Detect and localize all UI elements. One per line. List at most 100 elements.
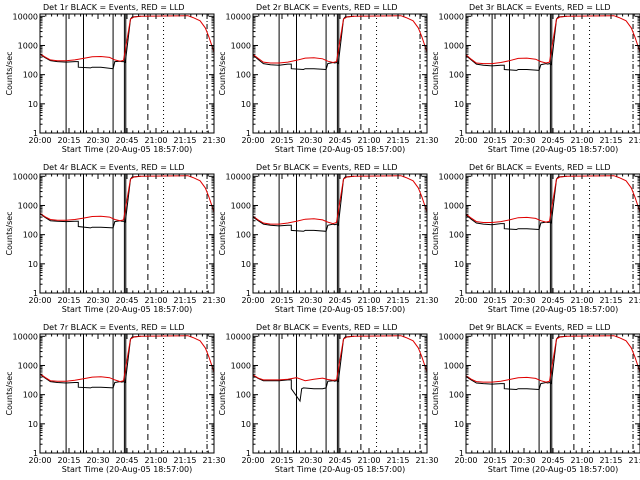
x-tick-label: 20:00 bbox=[28, 136, 51, 145]
event-markers bbox=[278, 14, 421, 133]
y-tick-label: 10000 bbox=[226, 172, 251, 181]
y-tick-label: 1 bbox=[246, 289, 251, 298]
y-tick-label: 1 bbox=[246, 129, 251, 138]
lld-series-line bbox=[466, 15, 640, 65]
y-axis-label: Counts/sec bbox=[431, 371, 440, 415]
x-tick-label: 20:15 bbox=[57, 136, 80, 145]
x-tick-label: 21:30 bbox=[415, 296, 438, 305]
y-tick-label: 1000 bbox=[18, 41, 38, 50]
y-axis-label: Counts/sec bbox=[5, 211, 14, 255]
x-axis-label: Start Time (20-Aug-05 18:57:00) bbox=[275, 145, 406, 154]
event-markers bbox=[491, 174, 634, 293]
x-tick-label: 21:30 bbox=[628, 136, 640, 145]
lld-series-line bbox=[253, 175, 427, 225]
y-axis-label: Counts/sec bbox=[218, 371, 227, 415]
y-tick-label: 10 bbox=[454, 100, 464, 109]
x-tick-label: 21:30 bbox=[628, 296, 640, 305]
x-tick-label: 20:45 bbox=[541, 296, 564, 305]
y-tick-label: 10000 bbox=[13, 332, 38, 341]
x-tick-label: 21:15 bbox=[173, 136, 196, 145]
x-axis-label: Start Time (20-Aug-05 18:57:00) bbox=[62, 305, 193, 314]
x-tick-label: 21:30 bbox=[415, 136, 438, 145]
x-tick-label: 21:15 bbox=[386, 456, 409, 465]
y-tick-label: 10 bbox=[28, 260, 38, 269]
chart-panel: Det 2r BLACK = Events, RED = LLD 1 10 100 10… bbox=[218, 3, 439, 154]
y-tick-label: 100 bbox=[449, 231, 464, 240]
x-tick-label: 20:00 bbox=[454, 136, 477, 145]
events-series-line bbox=[40, 175, 141, 229]
x-axis-label: Start Time (20-Aug-05 18:57:00) bbox=[488, 465, 619, 474]
x-tick-label: 21:15 bbox=[599, 456, 622, 465]
x-tick-label: 20:00 bbox=[454, 456, 477, 465]
events-series-line bbox=[253, 335, 354, 403]
x-tick-label: 21:30 bbox=[202, 136, 225, 145]
y-tick-label: 10 bbox=[241, 420, 251, 429]
chart-title: Det 1r BLACK = Events, RED = LLD bbox=[43, 3, 185, 12]
lld-series-line bbox=[40, 15, 214, 62]
chart-panel: Det 8r BLACK = Events, RED = LLD 1 10 100 10… bbox=[218, 323, 439, 474]
lld-series-line bbox=[466, 175, 640, 223]
y-tick-label: 10000 bbox=[226, 12, 251, 21]
x-tick-label: 20:30 bbox=[512, 296, 535, 305]
y-tick-label: 10 bbox=[28, 420, 38, 429]
y-tick-label: 10 bbox=[454, 260, 464, 269]
event-markers bbox=[278, 334, 421, 453]
event-markers bbox=[278, 174, 421, 293]
y-tick-label: 10000 bbox=[439, 332, 464, 341]
x-tick-label: 21:00 bbox=[144, 296, 167, 305]
chart-title: Det 6r BLACK = Events, RED = LLD bbox=[469, 163, 611, 172]
x-tick-label: 21:30 bbox=[202, 296, 225, 305]
x-tick-label: 21:00 bbox=[357, 456, 380, 465]
chart-panel: Det 9r BLACK = Events, RED = LLD 1 10 100 10… bbox=[431, 323, 640, 474]
y-tick-label: 10 bbox=[28, 100, 38, 109]
event-markers bbox=[491, 14, 634, 133]
y-tick-label: 10000 bbox=[13, 12, 38, 21]
x-tick-label: 20:15 bbox=[270, 136, 293, 145]
y-axis-label: Counts/sec bbox=[218, 211, 227, 255]
chart-panel: Det 4r BLACK = Events, RED = LLD 1 10 100 10… bbox=[5, 163, 226, 314]
chart-panel: Det 7r BLACK = Events, RED = LLD 1 10 100 10… bbox=[5, 323, 226, 474]
x-tick-label: 21:00 bbox=[144, 456, 167, 465]
x-axis-label: Start Time (20-Aug-05 18:57:00) bbox=[275, 305, 406, 314]
x-tick-label: 21:15 bbox=[386, 136, 409, 145]
x-tick-label: 21:30 bbox=[628, 456, 640, 465]
y-tick-label: 10 bbox=[454, 420, 464, 429]
y-tick-label: 1000 bbox=[231, 361, 251, 370]
x-tick-label: 20:45 bbox=[115, 296, 138, 305]
x-tick-label: 20:15 bbox=[483, 296, 506, 305]
y-tick-label: 1000 bbox=[18, 361, 38, 370]
x-axis-label: Start Time (20-Aug-05 18:57:00) bbox=[275, 465, 406, 474]
x-axis-label: Start Time (20-Aug-05 18:57:00) bbox=[488, 145, 619, 154]
y-tick-label: 100 bbox=[236, 231, 251, 240]
x-tick-label: 20:15 bbox=[483, 136, 506, 145]
y-tick-label: 100 bbox=[23, 391, 38, 400]
x-tick-label: 20:15 bbox=[57, 456, 80, 465]
x-tick-label: 21:00 bbox=[570, 456, 593, 465]
x-tick-label: 20:15 bbox=[57, 296, 80, 305]
x-tick-label: 20:15 bbox=[483, 456, 506, 465]
lld-series-line bbox=[40, 335, 214, 383]
events-series-line bbox=[253, 175, 354, 232]
chart-title: Det 3r BLACK = Events, RED = LLD bbox=[469, 3, 611, 12]
x-tick-label: 20:00 bbox=[28, 296, 51, 305]
chart-title: Det 4r BLACK = Events, RED = LLD bbox=[43, 163, 185, 172]
x-tick-label: 21:15 bbox=[599, 296, 622, 305]
x-tick-label: 20:45 bbox=[115, 136, 138, 145]
lld-series-line bbox=[40, 175, 214, 222]
y-tick-label: 1 bbox=[459, 289, 464, 298]
y-tick-label: 1000 bbox=[444, 201, 464, 210]
x-axis-label: Start Time (20-Aug-05 18:57:00) bbox=[62, 145, 193, 154]
chart-panel: Det 6r BLACK = Events, RED = LLD 1 10 100 10… bbox=[431, 163, 640, 314]
lld-series-line bbox=[253, 335, 427, 382]
x-tick-label: 21:15 bbox=[173, 296, 196, 305]
chart-panel: Det 1r BLACK = Events, RED = LLD 1 10 100 10… bbox=[5, 3, 226, 154]
y-tick-label: 100 bbox=[23, 71, 38, 80]
x-tick-label: 20:30 bbox=[86, 456, 109, 465]
chart-panel: Det 5r BLACK = Events, RED = LLD 1 10 100 10… bbox=[218, 163, 439, 314]
y-tick-label: 1 bbox=[459, 449, 464, 458]
chart-title: Det 8r BLACK = Events, RED = LLD bbox=[256, 323, 398, 332]
chart-title: Det 9r BLACK = Events, RED = LLD bbox=[469, 323, 611, 332]
y-tick-label: 10000 bbox=[439, 12, 464, 21]
y-tick-label: 100 bbox=[449, 71, 464, 80]
